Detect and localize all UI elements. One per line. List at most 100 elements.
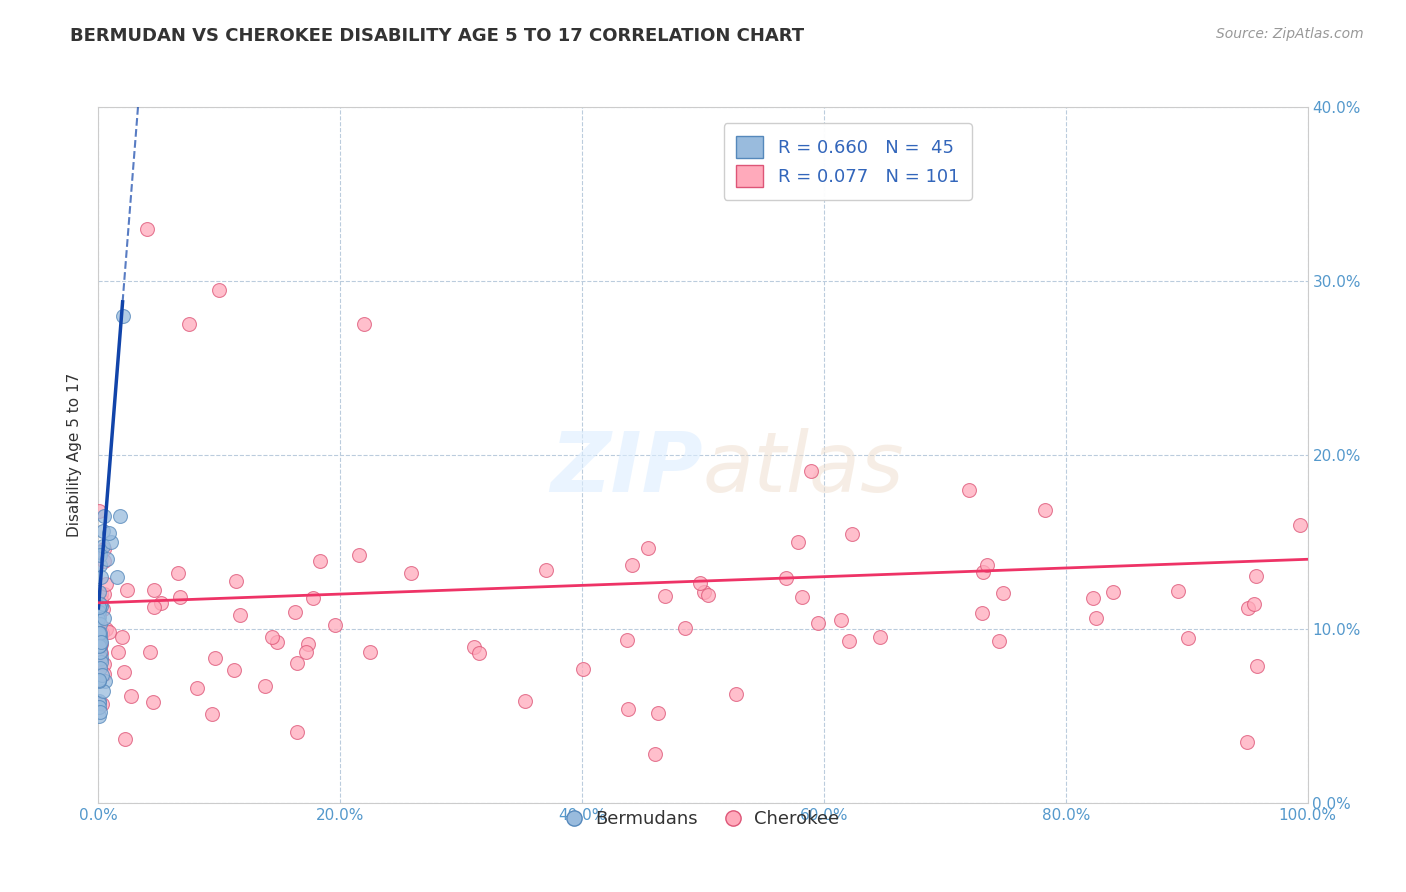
Point: [87, 636, 110, 650]
Point: [266, 635, 288, 649]
Point: [111, 630, 134, 644]
Point: [285, 657, 308, 671]
Point: [689, 576, 711, 591]
Point: [89, 558, 111, 573]
Point: [169, 591, 191, 605]
Point: [96, 623, 118, 637]
Point: [1246, 658, 1268, 673]
Point: [89, 626, 111, 640]
Point: [1177, 631, 1199, 645]
Point: [987, 633, 1010, 648]
Point: [637, 541, 659, 555]
Point: [87, 611, 110, 625]
Point: [91, 684, 114, 698]
Point: [91, 539, 114, 553]
Point: [807, 615, 830, 630]
Point: [89, 651, 111, 665]
Point: [654, 589, 676, 603]
Point: [617, 702, 640, 716]
Point: [647, 706, 669, 720]
Point: [94, 674, 117, 689]
Point: [284, 605, 307, 619]
Point: [97, 624, 120, 639]
Point: [972, 606, 994, 620]
Y-axis label: Disability Age 5 to 17: Disability Age 5 to 17: [67, 373, 83, 537]
Point: [323, 617, 346, 632]
Point: [87, 585, 110, 599]
Point: [89, 597, 111, 611]
Point: [1237, 600, 1260, 615]
Point: [87, 673, 110, 688]
Point: [107, 645, 129, 659]
Point: [120, 689, 142, 703]
Point: [93, 667, 115, 681]
Point: [87, 610, 110, 624]
Point: [89, 640, 111, 654]
Point: [222, 663, 245, 677]
Point: [1033, 503, 1056, 517]
Point: [285, 724, 308, 739]
Point: [673, 622, 696, 636]
Point: [644, 747, 666, 761]
Point: [1236, 735, 1258, 749]
Point: [621, 558, 644, 573]
Point: [105, 570, 128, 584]
Point: [112, 665, 135, 679]
Point: [90, 587, 112, 601]
Point: [957, 483, 980, 497]
Point: [309, 554, 332, 568]
Point: [89, 645, 111, 659]
Point: [89, 630, 111, 644]
Point: [463, 640, 485, 654]
Point: [89, 617, 111, 632]
Point: [87, 600, 110, 615]
Legend: Bermudans, Cherokee: Bermudans, Cherokee: [560, 803, 846, 836]
Point: [91, 625, 114, 640]
Point: [139, 644, 162, 658]
Point: [294, 645, 316, 659]
Point: [89, 548, 111, 562]
Point: [468, 646, 491, 660]
Point: [90, 593, 112, 607]
Point: [401, 566, 423, 580]
Point: [93, 586, 115, 600]
Point: [208, 283, 231, 297]
Text: ZIP: ZIP: [550, 428, 703, 509]
Point: [1084, 611, 1107, 625]
Point: [976, 558, 998, 572]
Point: [1289, 517, 1312, 532]
Point: [149, 596, 172, 610]
Point: [89, 635, 111, 649]
Point: [228, 607, 250, 622]
Point: [787, 535, 810, 549]
Point: [993, 586, 1015, 600]
Point: [262, 630, 284, 644]
Point: [90, 570, 112, 584]
Point: [515, 693, 537, 707]
Point: [353, 318, 375, 332]
Point: [869, 630, 891, 644]
Point: [87, 605, 110, 619]
Point: [254, 679, 277, 693]
Point: [87, 700, 110, 714]
Point: [93, 508, 115, 523]
Point: [89, 673, 111, 688]
Text: atlas: atlas: [703, 428, 904, 509]
Point: [830, 613, 852, 627]
Point: [93, 542, 115, 557]
Point: [1083, 591, 1105, 606]
Point: [186, 681, 208, 696]
Point: [90, 650, 112, 665]
Point: [167, 566, 190, 580]
Point: [725, 687, 748, 701]
Point: [90, 599, 112, 613]
Point: [89, 660, 111, 674]
Point: [693, 585, 716, 599]
Point: [838, 634, 860, 648]
Point: [1102, 585, 1125, 599]
Point: [91, 524, 114, 538]
Point: [89, 545, 111, 559]
Point: [87, 504, 110, 518]
Point: [359, 645, 381, 659]
Point: [93, 611, 115, 625]
